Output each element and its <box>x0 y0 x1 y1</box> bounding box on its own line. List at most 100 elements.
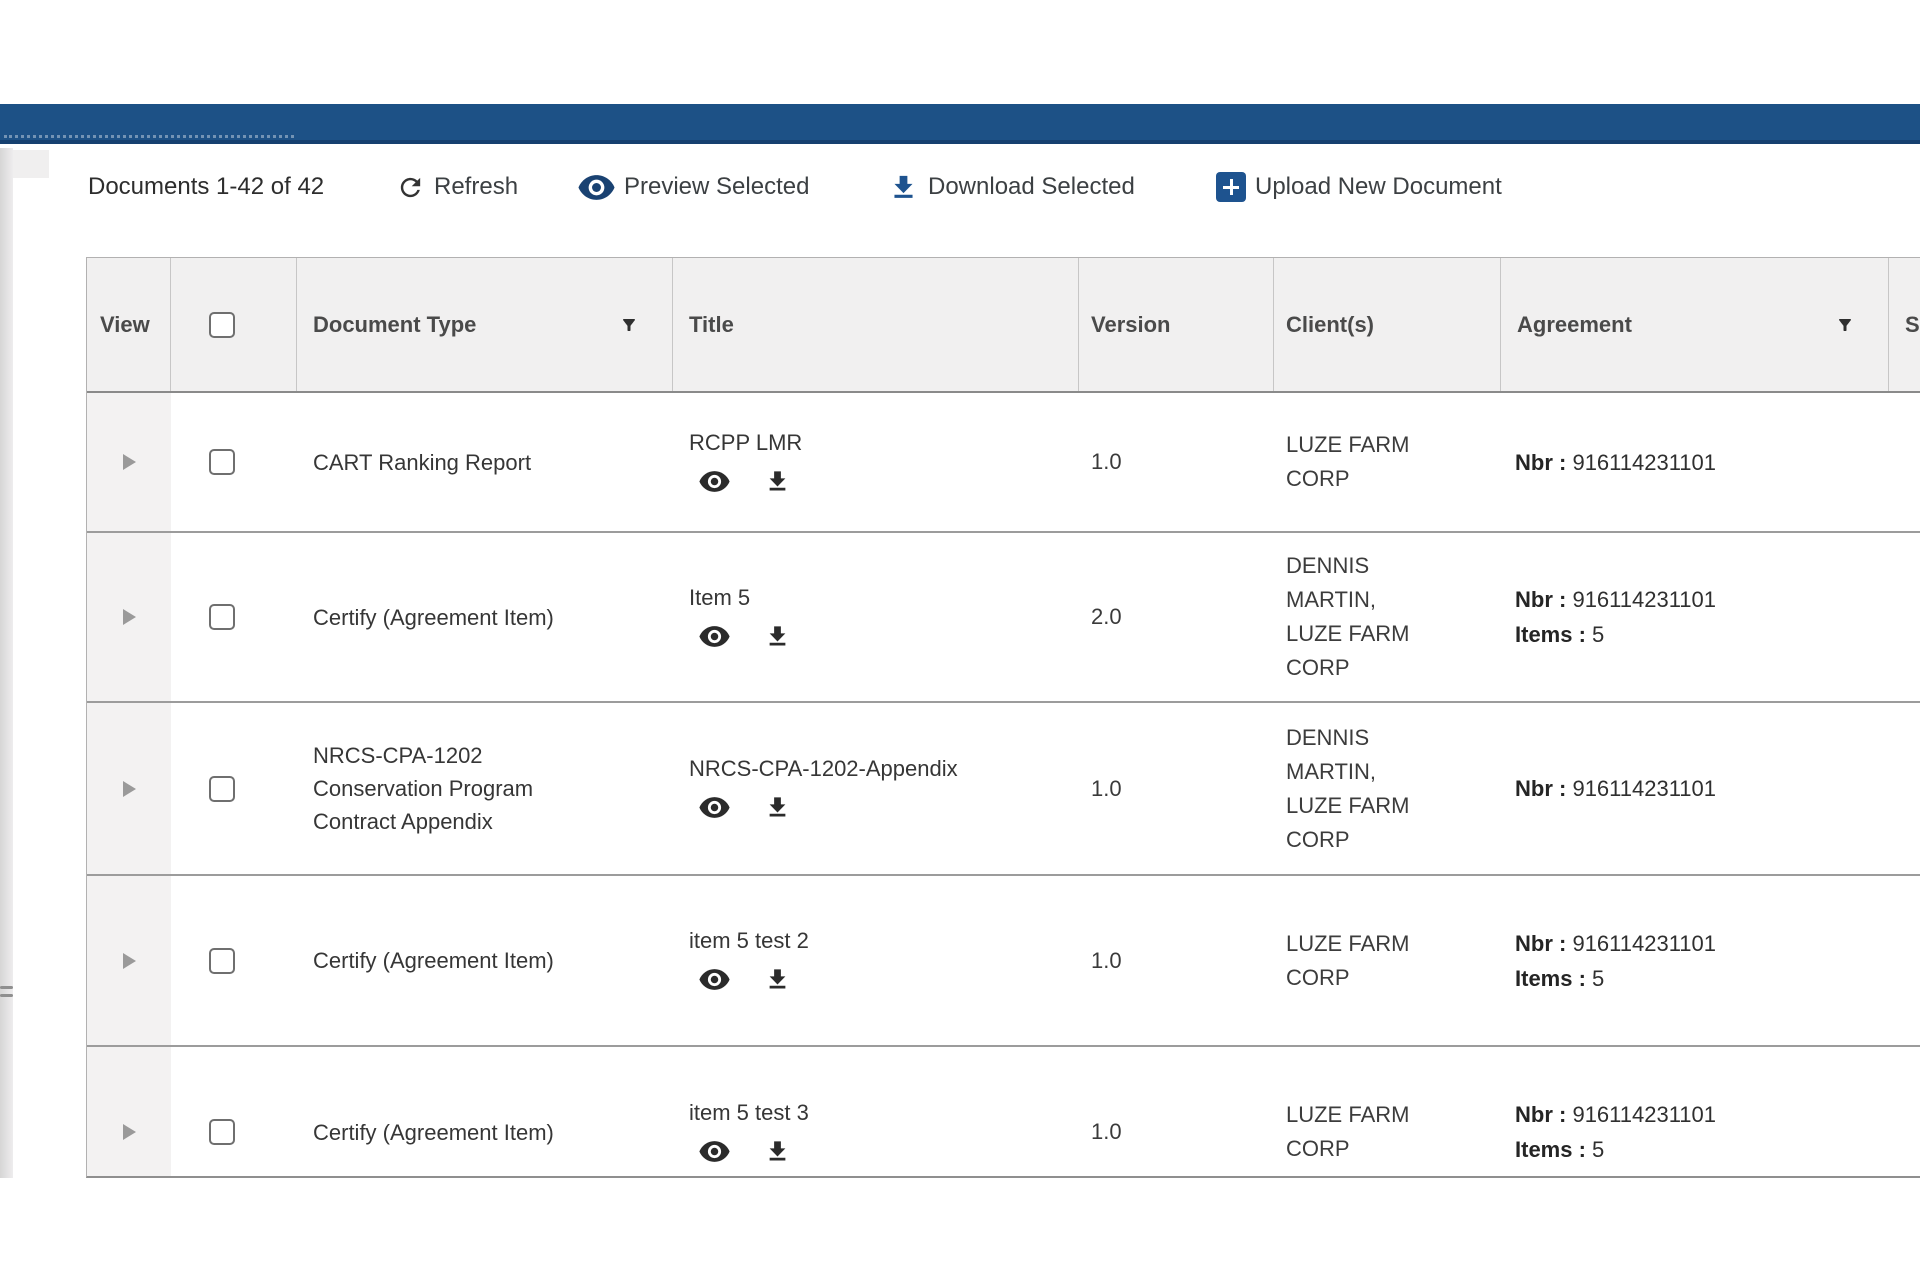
select-all-checkbox[interactable] <box>209 311 235 338</box>
select-cell <box>171 1047 297 1176</box>
download-icon[interactable] <box>764 623 791 650</box>
view-cell <box>87 1047 171 1176</box>
agreement-cell: Nbr : 916114231101 Items : 5 <box>1501 533 1889 701</box>
document-type-cell: NRCS-CPA-1202 Conservation Program Contr… <box>313 743 534 834</box>
header-select-all <box>171 258 297 391</box>
version-cell: 1.0 <box>1091 947 1122 973</box>
partial-cell <box>1889 393 1920 531</box>
agreement-items-line: Items : 5 <box>1515 1137 1605 1162</box>
upload-new-document-button[interactable]: Upload New Document <box>1216 158 1502 216</box>
agreement-items-line: Items : 5 <box>1515 965 1605 991</box>
row-checkbox[interactable] <box>209 775 235 802</box>
agreement-nbr-line: Nbr : 916114231101 <box>1515 1102 1717 1127</box>
title-cell: Item 5 <box>673 533 1079 701</box>
view-cell <box>87 393 171 531</box>
agreement-cell: Nbr : 916114231101 Items : <box>1501 393 1889 531</box>
eye-icon[interactable] <box>699 1140 730 1162</box>
eye-icon[interactable] <box>699 625 730 647</box>
clients-cell: LUZE FARM CORP <box>1286 930 1410 990</box>
table-row: Certify (Agreement Item) item 5 test 2 1… <box>87 874 1920 1045</box>
clients-cell: DENNIS MARTIN, LUZE FARM CORP <box>1286 553 1410 680</box>
partial-cell <box>1889 533 1920 701</box>
document-type-cell: Certify (Agreement Item) <box>313 948 554 973</box>
document-title: RCPP LMR <box>689 429 803 455</box>
preview-selected-button[interactable]: Preview Selected <box>578 158 809 216</box>
view-cell <box>87 703 171 874</box>
table-body: CART Ranking Report RCPP LMR 1.0 LUZE FA… <box>87 393 1920 1176</box>
refresh-button[interactable]: Refresh <box>396 158 518 216</box>
plus-icon <box>1216 172 1246 202</box>
agreement-cell: Nbr : 916114231101 Items : <box>1501 703 1889 874</box>
header-clients: Client(s) <box>1274 258 1501 391</box>
expand-row-icon[interactable] <box>122 609 136 625</box>
expand-row-icon[interactable] <box>122 454 136 470</box>
header-agreement: Agreement <box>1501 258 1889 391</box>
refresh-icon <box>396 173 425 202</box>
upload-new-document-label: Upload New Document <box>1255 173 1502 200</box>
eye-icon[interactable] <box>699 969 730 990</box>
eye-icon[interactable] <box>699 470 730 492</box>
download-selected-button[interactable]: Download Selected <box>888 158 1135 216</box>
header-document-type: Document Type <box>297 258 673 391</box>
table-row: NRCS-CPA-1202 Conservation Program Contr… <box>87 701 1920 874</box>
version-cell: 1.0 <box>1091 1119 1122 1144</box>
version-cell: 1.0 <box>1091 449 1122 474</box>
document-title: item 5 test 3 <box>689 1099 809 1125</box>
select-cell <box>171 393 297 531</box>
header-partial-column: S <box>1905 311 1920 337</box>
eye-icon[interactable] <box>699 797 730 818</box>
download-icon[interactable] <box>764 794 791 821</box>
clients-cell: LUZE FARM CORP <box>1286 1102 1410 1161</box>
document-title: NRCS-CPA-1202-Appendix <box>689 756 958 781</box>
row-checkbox[interactable] <box>209 947 235 974</box>
version-cell: 1.0 <box>1091 775 1122 801</box>
title-cell: item 5 test 3 <box>673 1047 1079 1176</box>
document-type-cell: Certify (Agreement Item) <box>313 604 554 630</box>
left-panel-edge <box>0 148 49 1178</box>
agreement-cell: Nbr : 916114231101 Items : 5 <box>1501 1047 1889 1176</box>
hamburger-icon[interactable] <box>0 986 13 1002</box>
agreement-nbr-line: Nbr : 916114231101 <box>1515 449 1717 475</box>
eye-icon <box>578 174 615 200</box>
partial-cell <box>1889 876 1920 1045</box>
documents-table: View Document Type Title Version Client(… <box>86 257 1920 1178</box>
app-header-bar <box>0 104 1920 144</box>
table-row: Certify (Agreement Item) Item 5 2.0 DENN… <box>87 531 1920 701</box>
select-cell <box>171 533 297 701</box>
download-icon[interactable] <box>764 966 791 993</box>
document-title: item 5 test 2 <box>689 928 809 953</box>
header-view: View <box>87 258 171 391</box>
select-cell <box>171 703 297 874</box>
download-icon[interactable] <box>764 1138 791 1165</box>
agreement-items-line: Items : 5 <box>1515 622 1605 647</box>
download-icon[interactable] <box>764 468 791 495</box>
title-cell: NRCS-CPA-1202-Appendix <box>673 703 1079 874</box>
agreement-nbr-line: Nbr : 916114231101 <box>1515 776 1717 801</box>
row-checkbox[interactable] <box>209 449 235 475</box>
view-cell <box>87 533 171 701</box>
title-cell: item 5 test 2 <box>673 876 1079 1045</box>
document-type-cell: Certify (Agreement Item) <box>313 1119 554 1145</box>
documents-toolbar: Documents 1-42 of 42 Refresh Preview Sel… <box>0 158 1920 216</box>
partial-cell <box>1889 703 1920 874</box>
filter-funnel-icon[interactable] <box>620 316 638 334</box>
partial-cell <box>1889 1047 1920 1176</box>
clients-cell: DENNIS MARTIN, LUZE FARM CORP <box>1286 724 1410 852</box>
view-cell <box>87 876 171 1045</box>
version-cell: 2.0 <box>1091 604 1122 629</box>
header-title: Title <box>673 258 1079 391</box>
row-checkbox[interactable] <box>209 1119 235 1145</box>
expand-row-icon[interactable] <box>122 780 136 797</box>
document-title: Item 5 <box>689 584 751 610</box>
expand-row-icon[interactable] <box>122 952 136 969</box>
expand-row-icon[interactable] <box>122 1124 136 1140</box>
row-checkbox[interactable] <box>209 604 235 630</box>
agreement-nbr-line: Nbr : 916114231101 <box>1515 587 1717 612</box>
table-row: Certify (Agreement Item) item 5 test 3 1… <box>87 1045 1920 1176</box>
title-cell: RCPP LMR <box>673 393 1079 531</box>
header-version: Version <box>1079 258 1274 391</box>
documents-count: Documents 1-42 of 42 <box>88 173 325 200</box>
agreement-nbr-line: Nbr : 916114231101 <box>1515 930 1717 956</box>
filter-funnel-icon[interactable] <box>1836 316 1854 334</box>
